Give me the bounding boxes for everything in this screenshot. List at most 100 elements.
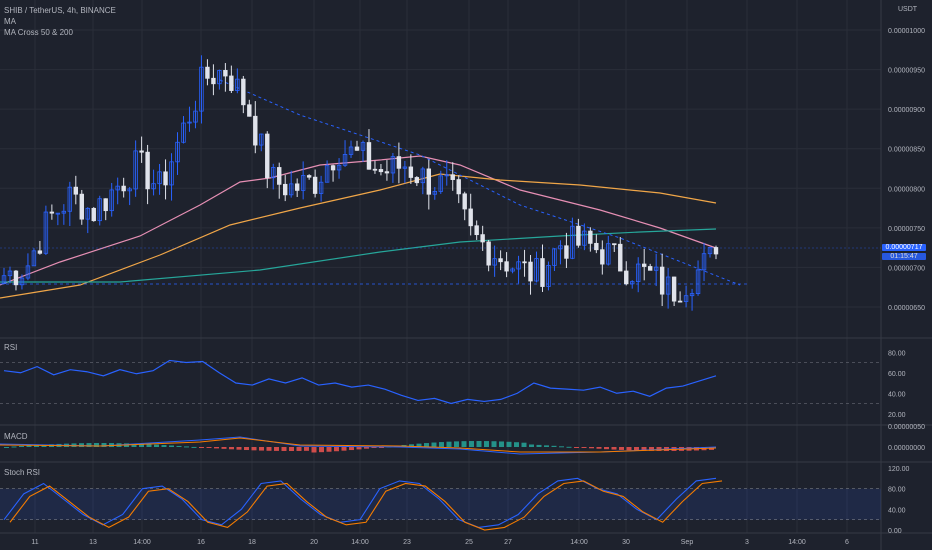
- candle-body: [1, 275, 7, 284]
- macd-pane: 0.00000050 0.00000000: [0, 424, 925, 455]
- candle-body: [600, 249, 605, 265]
- macd-histogram-bar: [611, 447, 617, 450]
- stoch-title[interactable]: Stoch RSI: [4, 468, 41, 477]
- macd-histogram-bar: [469, 441, 474, 447]
- candle-body: [438, 175, 443, 192]
- macd-histogram-bar: [139, 443, 144, 447]
- rsi-pane: 80.00 60.00 40.00 20.00: [0, 350, 906, 419]
- macd-histogram-bar: [221, 447, 227, 449]
- candle-body: [498, 258, 503, 263]
- candle-body: [25, 265, 31, 279]
- macd-title[interactable]: MACD: [4, 432, 28, 441]
- legend-ma-cross[interactable]: MA Cross 50 & 200: [4, 28, 73, 37]
- price-tick-label: 0.00000850: [888, 147, 925, 154]
- candle-body: [606, 243, 611, 265]
- candle-body: [354, 146, 360, 151]
- macd-histogram-bar: [334, 447, 339, 452]
- candle-body: [127, 188, 132, 192]
- candle-body: [546, 265, 551, 287]
- macd-histogram-bar: [259, 447, 264, 451]
- trendline: [219, 79, 741, 286]
- candle-body: [312, 176, 318, 194]
- macd-histogram-bar: [311, 447, 317, 453]
- macd-histogram-bar: [416, 443, 422, 447]
- price-tick-label: 0.00000900: [888, 107, 925, 114]
- macd-histogram-bar: [281, 447, 287, 451]
- macd-signal-line: [0, 437, 717, 453]
- ma-50-line: [0, 173, 717, 299]
- macd-histogram-bar: [34, 445, 39, 447]
- macd-histogram-bar: [289, 447, 294, 451]
- macd-histogram-bar: [341, 447, 347, 451]
- candle-body: [366, 142, 372, 170]
- candle-body: [318, 181, 324, 194]
- candle-body: [713, 247, 719, 255]
- candle-body: [671, 276, 677, 302]
- macd-histogram-bar: [304, 447, 309, 451]
- candle-body: [19, 277, 25, 286]
- macd-histogram-bar: [146, 444, 152, 447]
- macd-histogram-bar: [184, 446, 189, 448]
- macd-histogram-bar: [506, 441, 512, 447]
- candle-body: [115, 185, 120, 191]
- rsi-title[interactable]: RSI: [4, 343, 18, 352]
- currency-label[interactable]: USDT: [898, 6, 918, 13]
- macd-histogram-bar: [266, 447, 272, 451]
- candle-body: [139, 150, 144, 153]
- candle-body: [480, 234, 485, 243]
- macd-histogram-bar: [641, 447, 647, 451]
- macd-histogram-bar: [379, 447, 384, 448]
- candle-body: [570, 225, 575, 259]
- candle-body: [384, 171, 390, 174]
- macd-histogram-bar: [11, 446, 17, 448]
- macd-histogram-bar: [214, 447, 219, 449]
- candle-body: [378, 169, 384, 173]
- candle-body: [37, 250, 43, 254]
- candle-body: [594, 242, 599, 251]
- time-tick-label: 14:00: [351, 539, 369, 546]
- macd-histogram-bar: [649, 447, 654, 451]
- rsi-tick-label: 20.00: [888, 412, 906, 419]
- candle-body: [265, 133, 270, 179]
- candle-body: [576, 225, 581, 246]
- candle-body: [79, 193, 84, 220]
- candle-body: [612, 243, 617, 246]
- candle-body: [55, 212, 61, 215]
- time-tick-label: 25: [465, 539, 473, 546]
- macd-histogram-bar: [199, 447, 204, 448]
- candle-body: [205, 66, 210, 79]
- legend-symbol[interactable]: SHIB / TetherUS, 4h, BINANCE: [4, 6, 116, 15]
- macd-histogram-bar: [499, 441, 504, 447]
- time-tick-label: 13: [89, 539, 97, 546]
- time-tick-label: 14:00: [788, 539, 806, 546]
- macd-histogram-bar: [161, 445, 167, 447]
- candle-body: [624, 270, 629, 285]
- stoch-d-line: [9, 480, 723, 531]
- time-tick-label: 30: [622, 539, 630, 546]
- ma-200-line: [0, 228, 717, 283]
- macd-histogram-bar: [484, 441, 489, 447]
- candle-body: [408, 166, 414, 178]
- time-axis: 11 13 14:00 16 18 20 14:00 23 25 27 14:00 30 Sep 3 14:…: [31, 539, 849, 546]
- rsi-tick-label: 40.00: [888, 391, 906, 398]
- legend-ma[interactable]: MA: [4, 17, 16, 26]
- candle-body: [426, 168, 432, 195]
- macd-histogram-bar: [581, 447, 587, 448]
- price-tick-label: 0.00000800: [888, 186, 925, 193]
- macd-histogram-bar: [229, 447, 234, 450]
- candle-body: [288, 183, 294, 196]
- macd-histogram-bar: [476, 441, 482, 447]
- rsi-tick-label: 80.00: [888, 350, 906, 357]
- candle-body: [300, 175, 306, 191]
- candle-body: [510, 268, 515, 272]
- candle-body: [73, 186, 78, 195]
- macd-histogram-bar: [596, 447, 602, 449]
- candle-body: [133, 150, 138, 190]
- time-tick-label: Sep: [681, 539, 694, 546]
- macd-histogram-bar: [544, 445, 549, 447]
- candle-body: [444, 174, 449, 177]
- candle-body: [31, 250, 37, 267]
- candle-body: [253, 115, 258, 146]
